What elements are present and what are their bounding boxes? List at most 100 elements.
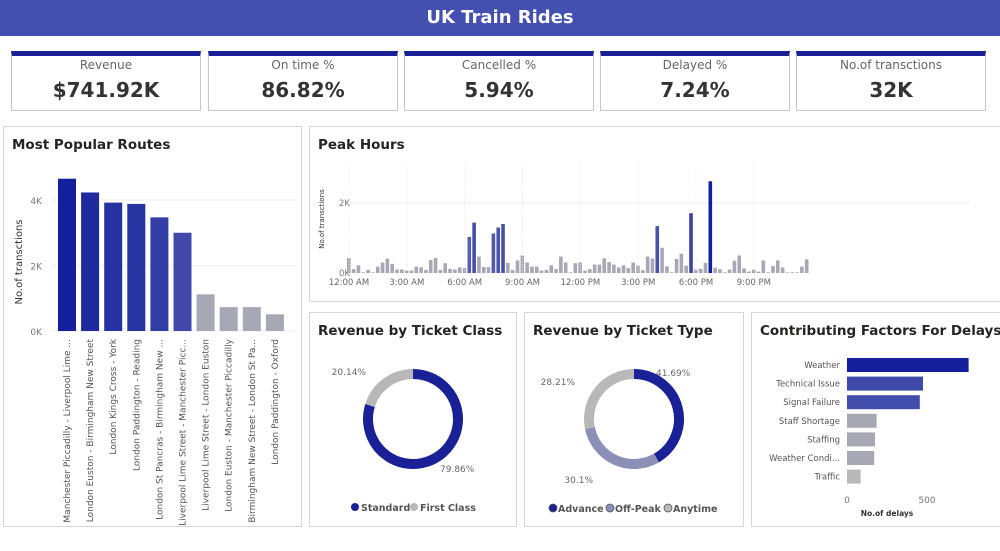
hour-bar (804, 259, 809, 273)
peak-hours-title: Peak Hours (318, 137, 405, 153)
hour-bar (544, 269, 549, 273)
x-tick-label: 0 (844, 496, 850, 506)
hour-bar (722, 272, 727, 273)
delays-chart: Weather Technical Issue Signal Failure Staf… (769, 358, 969, 518)
hour-bar (756, 271, 761, 273)
delay-bar (847, 376, 923, 391)
hour-bar (631, 262, 635, 273)
hour-bar (472, 222, 476, 273)
delay-bar (847, 432, 875, 447)
kpi-value: 86.82% (261, 78, 345, 102)
hour-bar (679, 253, 684, 273)
slice-label: 28.21% (541, 378, 576, 388)
ticket-class-panel: Revenue by Ticket Class 79.86% 20.14% Stan… (309, 312, 517, 527)
hour-bar (419, 267, 423, 273)
hour-bar (568, 272, 573, 273)
slice-label: 20.14% (332, 368, 367, 378)
route-label: London Euston - Manchester Piccadilly (225, 338, 235, 511)
routes-chart: 0K 2K 4K No.of transctions Manchester Piccad… (14, 178, 296, 526)
slice-label: 79.86% (440, 465, 475, 475)
hour-bar (501, 224, 505, 273)
hour-bar (375, 266, 380, 273)
route-label: Birmingham New Street - London St Pa... (248, 339, 258, 523)
hour-bar (356, 265, 361, 273)
hour-bar (433, 257, 438, 273)
peak-hours-panel: Peak Hours 0K 2K No.of transctions 12:00 AM… (309, 126, 1000, 302)
hour-bar (645, 256, 650, 273)
routes-title: Most Popular Routes (12, 137, 171, 153)
hour-bar (395, 269, 399, 273)
ticket-type-panel: Revenue by Ticket Type 41.69% 30.1% 28.21%… (524, 312, 744, 527)
y-axis-label: No.of transctions (318, 189, 326, 249)
legend-label: Off-Peak (615, 504, 662, 515)
kpi-value: 32K (869, 78, 913, 102)
ticket-class-title: Revenue by Ticket Class (318, 323, 503, 339)
y-tick-label: 4K (30, 197, 43, 207)
hour-bar (616, 267, 621, 273)
hour-bar (559, 256, 563, 273)
hour-bar (409, 270, 414, 273)
hour-bar (573, 263, 578, 273)
hour-bar (563, 262, 568, 273)
delay-bar (847, 358, 969, 372)
hour-bar (491, 233, 496, 273)
slice-label: 41.69% (656, 369, 691, 379)
legend-marker (351, 503, 359, 511)
donut-slice (585, 426, 659, 469)
hour-bar (766, 272, 770, 273)
delay-bar (847, 451, 875, 465)
legend-marker (410, 503, 418, 511)
hour-bar (534, 266, 539, 273)
hour-bar (607, 262, 611, 273)
kpi-delayed: Delayed % 7.24% (600, 51, 790, 111)
delay-bar (847, 469, 861, 484)
dashboard-title: UK Train Rides (426, 7, 574, 28)
x-axis-label: No.of delays (861, 509, 914, 518)
delays-panel: Contributing Factors For Delays Weather T… (751, 312, 1000, 527)
y-tick-label: 2K (30, 263, 43, 273)
hour-bar (703, 262, 708, 273)
delay-label: Technical Issue (775, 380, 840, 390)
donut-slice (633, 369, 684, 463)
hour-bar (713, 267, 717, 273)
delay-label: Staffing (807, 435, 840, 445)
hour-bar (400, 269, 404, 273)
route-label: London Kings Cross - York (109, 338, 119, 454)
hour-bar (718, 269, 722, 273)
hour-bar (708, 181, 713, 273)
hour-bar (785, 272, 790, 273)
route-bar (104, 202, 123, 331)
legend-marker (663, 503, 673, 513)
donut-slice (365, 369, 414, 408)
hour-bar (366, 269, 370, 273)
route-bar (150, 217, 169, 331)
route-label: Manchester Piccadilly - Liverpool Lime .… (63, 339, 73, 523)
route-bar (173, 232, 192, 331)
hour-bar (588, 269, 592, 273)
kpi-value: 7.24% (660, 78, 730, 102)
hour-bar (583, 270, 587, 273)
y-tick-label: 0K (339, 269, 350, 279)
hour-bar (795, 272, 799, 273)
hour-bar (650, 258, 655, 273)
slice-label: 30.1% (564, 476, 593, 486)
legend-label: First Class (420, 503, 476, 514)
route-bar (196, 294, 215, 331)
delay-label: Traffic (813, 473, 840, 483)
hour-bar (414, 266, 419, 273)
route-label: Liverpool Lime Street - London Euston (202, 339, 212, 511)
hour-bar (751, 269, 756, 273)
kpi-transactions: No.of transctions 32K (796, 51, 986, 111)
delay-label: Weather Condi... (769, 454, 840, 464)
hour-bar (674, 259, 679, 273)
hour-bar (780, 267, 785, 273)
hour-bar (486, 267, 491, 273)
kpi-on-time: On time % 86.82% (208, 51, 398, 111)
hour-bar (771, 266, 775, 273)
kpi-label: On time % (271, 58, 335, 72)
hour-bar (448, 268, 452, 273)
x-tick-label: 12:00 PM (561, 278, 601, 288)
hour-bar (775, 260, 780, 273)
route-bar (58, 178, 76, 331)
hour-bar (612, 264, 616, 273)
